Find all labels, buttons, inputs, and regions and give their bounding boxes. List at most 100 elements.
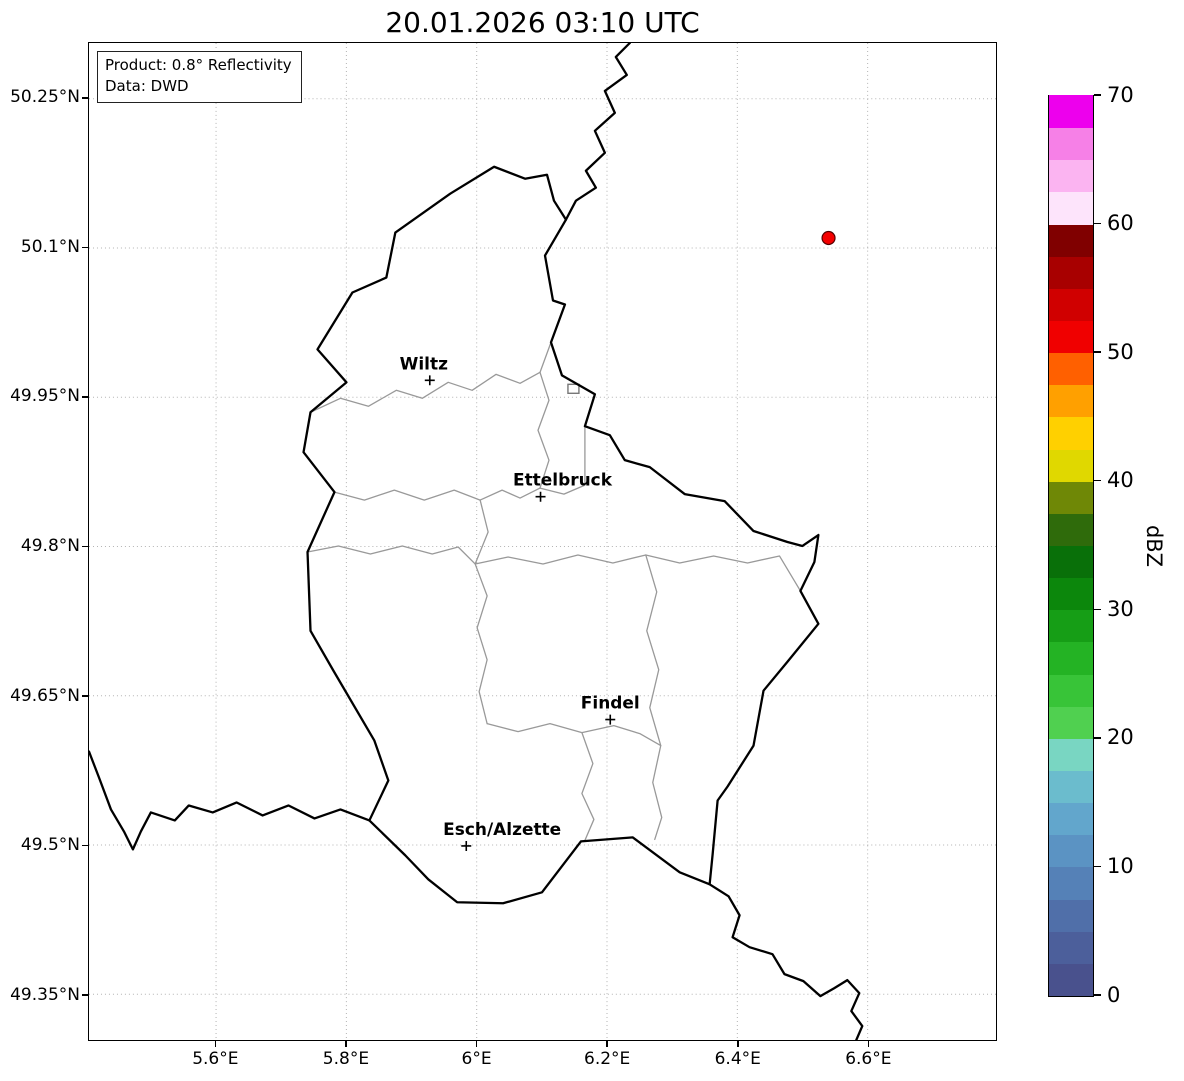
y-tick-label: 49.8°N xyxy=(20,535,80,556)
canton-border xyxy=(309,341,552,413)
colorbar-band xyxy=(1049,320,1093,354)
colorbar-tick-mark xyxy=(1094,737,1101,739)
luxembourg-border xyxy=(302,165,820,905)
x-tick-mark xyxy=(475,1041,478,1047)
city-plus-marker xyxy=(461,840,472,851)
france-germany-border xyxy=(708,883,864,1040)
city-label: Esch/Alzette xyxy=(443,819,561,839)
grid-lines xyxy=(89,43,996,1040)
canton-border xyxy=(486,722,662,747)
y-tick-label: 49.5°N xyxy=(20,835,80,856)
colorbar-tick-mark xyxy=(1094,94,1101,96)
y-tick-mark xyxy=(82,545,88,548)
colorbar-band xyxy=(1049,641,1093,675)
x-tick-label: 5.8°E xyxy=(322,1049,370,1069)
country-borders xyxy=(89,43,864,1040)
y-tick-mark xyxy=(82,695,88,697)
y-tick-label: 49.95°N xyxy=(10,386,80,407)
colorbar-band xyxy=(1049,834,1093,868)
colorbar-band xyxy=(1049,770,1093,804)
product-label: Product: 0.8° Reflectivity xyxy=(105,56,292,74)
colorbar: 0 10 20 30 40 50 60 70 xyxy=(1048,84,1134,1005)
y-tick-mark xyxy=(82,844,88,847)
colorbar-band xyxy=(1049,448,1093,482)
x-tick-mark xyxy=(345,1041,347,1047)
colorbar-band xyxy=(1049,191,1093,225)
colorbar-tick-label: 0 xyxy=(1107,982,1121,1007)
x-tick-label: 6.2°E xyxy=(584,1049,631,1069)
colorbar-tick-label: 50 xyxy=(1107,339,1134,364)
belgium-france-border xyxy=(89,750,371,851)
map-canvas: Wiltz Ettelbruck Findel Esch/Alzette xyxy=(89,43,996,1040)
colorbar-tick-label: 20 xyxy=(1107,725,1134,750)
city-markers: Wiltz Ettelbruck Findel Esch/Alzette xyxy=(400,353,640,851)
data-source-label: Data: DWD xyxy=(105,77,189,95)
colorbar-band xyxy=(1049,127,1093,161)
y-tick-label: 50.25°N xyxy=(10,87,80,108)
y-tick-label: 50.1°N xyxy=(20,236,80,257)
x-tick-mark xyxy=(606,1041,608,1047)
colorbar-band xyxy=(1049,866,1093,900)
reservoir-outline xyxy=(567,383,580,394)
colorbar-tick-label: 10 xyxy=(1107,853,1134,878)
colorbar-band xyxy=(1049,481,1093,514)
map-plot: Wiltz Ettelbruck Findel Esch/Alzette Produc… xyxy=(88,42,997,1041)
colorbar-band xyxy=(1049,288,1093,321)
x-tick-label: 5.6°E xyxy=(192,1049,239,1069)
canton-border xyxy=(581,731,595,842)
city-plus-marker xyxy=(535,491,546,502)
x-tick-label: 6.4°E xyxy=(714,1049,761,1069)
colorbar-band xyxy=(1049,384,1093,418)
canton-border xyxy=(474,554,802,592)
y-tick-label: 49.65°N xyxy=(10,685,80,706)
x-tick-label: 6.6°E xyxy=(845,1049,892,1069)
colorbar-tick-label: 60 xyxy=(1107,211,1134,236)
colorbar-tick-mark xyxy=(1094,351,1101,353)
figure-title: 20.01.2026 03:10 UTC xyxy=(385,6,700,39)
city-plus-marker xyxy=(605,714,616,725)
colorbar-tick-label: 40 xyxy=(1107,468,1134,493)
colorbar-band xyxy=(1049,159,1093,193)
colorbar-band xyxy=(1049,963,1093,996)
colorbar-tick-mark xyxy=(1094,994,1101,996)
y-tick-label: 49.35°N xyxy=(10,984,80,1005)
colorbar-band xyxy=(1049,256,1093,289)
x-tick-mark xyxy=(867,1041,870,1047)
product-info-box: Product: 0.8° Reflectivity Data: DWD xyxy=(97,51,302,103)
colorbar-band xyxy=(1049,898,1093,932)
colorbar-band xyxy=(1049,223,1093,257)
radar-echo-dot xyxy=(821,230,836,246)
colorbar-band xyxy=(1049,931,1093,964)
colorbar-band xyxy=(1049,416,1093,450)
canton-border xyxy=(645,554,663,841)
colorbar-band xyxy=(1049,577,1093,611)
colorbar-gradient xyxy=(1048,95,1094,997)
colorbar-tick-label: 70 xyxy=(1107,82,1134,107)
x-tick-mark xyxy=(214,1041,217,1047)
x-tick-mark xyxy=(737,1041,739,1047)
colorbar-band xyxy=(1049,545,1093,579)
y-tick-mark xyxy=(82,246,88,249)
belgium-germany-border xyxy=(564,43,631,221)
colorbar-band xyxy=(1049,802,1093,836)
colorbar-band xyxy=(1049,352,1093,386)
y-tick-mark xyxy=(82,396,88,398)
y-tick-mark xyxy=(82,97,88,99)
colorbar-tick-mark xyxy=(1094,608,1101,611)
colorbar-unit-label: dBZ xyxy=(1142,524,1166,568)
colorbar-band xyxy=(1049,513,1093,546)
colorbar-band xyxy=(1049,609,1093,643)
city-plus-marker xyxy=(424,375,435,386)
colorbar-band xyxy=(1049,673,1093,707)
colorbar-tick-mark xyxy=(1094,479,1101,482)
canton-border xyxy=(333,425,586,501)
canton-border xyxy=(306,545,476,565)
city-label: Wiltz xyxy=(400,353,448,373)
radar-echo-layer xyxy=(821,230,836,246)
canton-border xyxy=(474,499,489,725)
colorbar-tick-mark xyxy=(1094,865,1101,868)
colorbar-band xyxy=(1049,738,1093,771)
city-label: Ettelbruck xyxy=(513,470,613,490)
canton-border xyxy=(537,371,550,489)
